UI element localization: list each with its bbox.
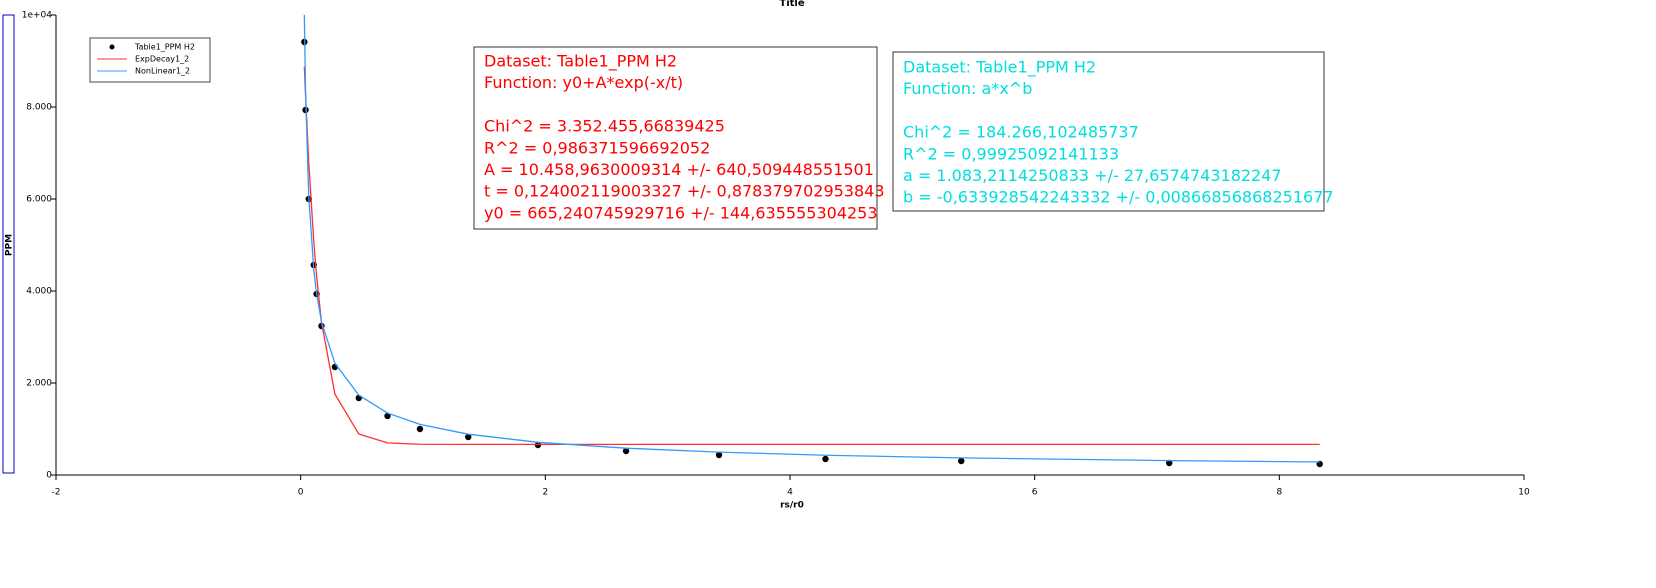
annotation-text: Function: y0+A*exp(-x/t) [484, 73, 683, 92]
y-tick-label: 0 [46, 471, 52, 481]
data-point [384, 412, 391, 420]
y-tick-label: 1e+04 [22, 11, 53, 21]
annotation-text: Chi^2 = 3.352.455,66839425 [484, 117, 725, 136]
chart-title: Title [779, 0, 804, 9]
legend-label: ExpDecay1_2 [135, 55, 189, 64]
x-tick-label: 6 [1032, 488, 1038, 498]
x-tick-label: 4 [787, 488, 793, 498]
x-tick-label: 10 [1518, 488, 1530, 498]
x-tick-label: 8 [1276, 488, 1282, 498]
annotation-box [892, 51, 1325, 212]
annotation-text: A = 10.458,9630009314 +/- 640,5094485515… [484, 160, 874, 179]
data-point [416, 425, 424, 433]
data-point [1166, 459, 1173, 467]
y-tick-label: 2.000 [26, 379, 52, 389]
y-tick-label: 8.000 [26, 103, 52, 113]
annotation-text: Dataset: Table1_PPM H2 [484, 52, 677, 72]
y-axis-label: PPM [5, 234, 15, 256]
annotation-box [473, 46, 878, 230]
data-point [958, 457, 965, 465]
legend-swatch [109, 44, 115, 50]
annotation-text: R^2 = 0,986371596692052 [484, 138, 710, 157]
legend [89, 37, 211, 83]
annotation-text: Dataset: Table1_PPM H2 [903, 58, 1096, 78]
annotation-text: t = 0,124002119003327 +/- 0,878379702953… [484, 182, 885, 201]
x-tick-label: 0 [298, 488, 304, 498]
fit-line [303, 66, 1320, 446]
legend-label: Table1_PPM H2 [134, 43, 195, 52]
y-tick-label: 4.000 [26, 287, 52, 297]
annotation-text: R^2 = 0,99925092141133 [903, 144, 1119, 163]
annotation-text: b = -0,633928542243332 +/- 0,00866856868… [903, 188, 1334, 207]
data-point [622, 447, 630, 455]
data-point [465, 433, 472, 441]
x-tick-label: -2 [52, 488, 61, 498]
x-tick-label: 2 [542, 488, 548, 498]
annotation-text: y0 = 665,240745929716 +/- 144,6355553042… [484, 203, 878, 222]
axis-selection [2, 14, 15, 474]
data-point [715, 451, 723, 459]
annotation-text: a = 1.083,2114250833 +/- 27,657474318224… [903, 166, 1282, 185]
annotation-text: Chi^2 = 184.266,102485737 [903, 123, 1139, 142]
legend-label: NonLinear1_2 [135, 67, 190, 76]
fit-line [303, 14, 1320, 463]
data-point [822, 455, 829, 463]
annotation-text: Function: a*x^b [903, 79, 1032, 98]
x-axis-label: rs/r0 [780, 501, 804, 511]
y-tick-label: 6.000 [26, 195, 52, 205]
